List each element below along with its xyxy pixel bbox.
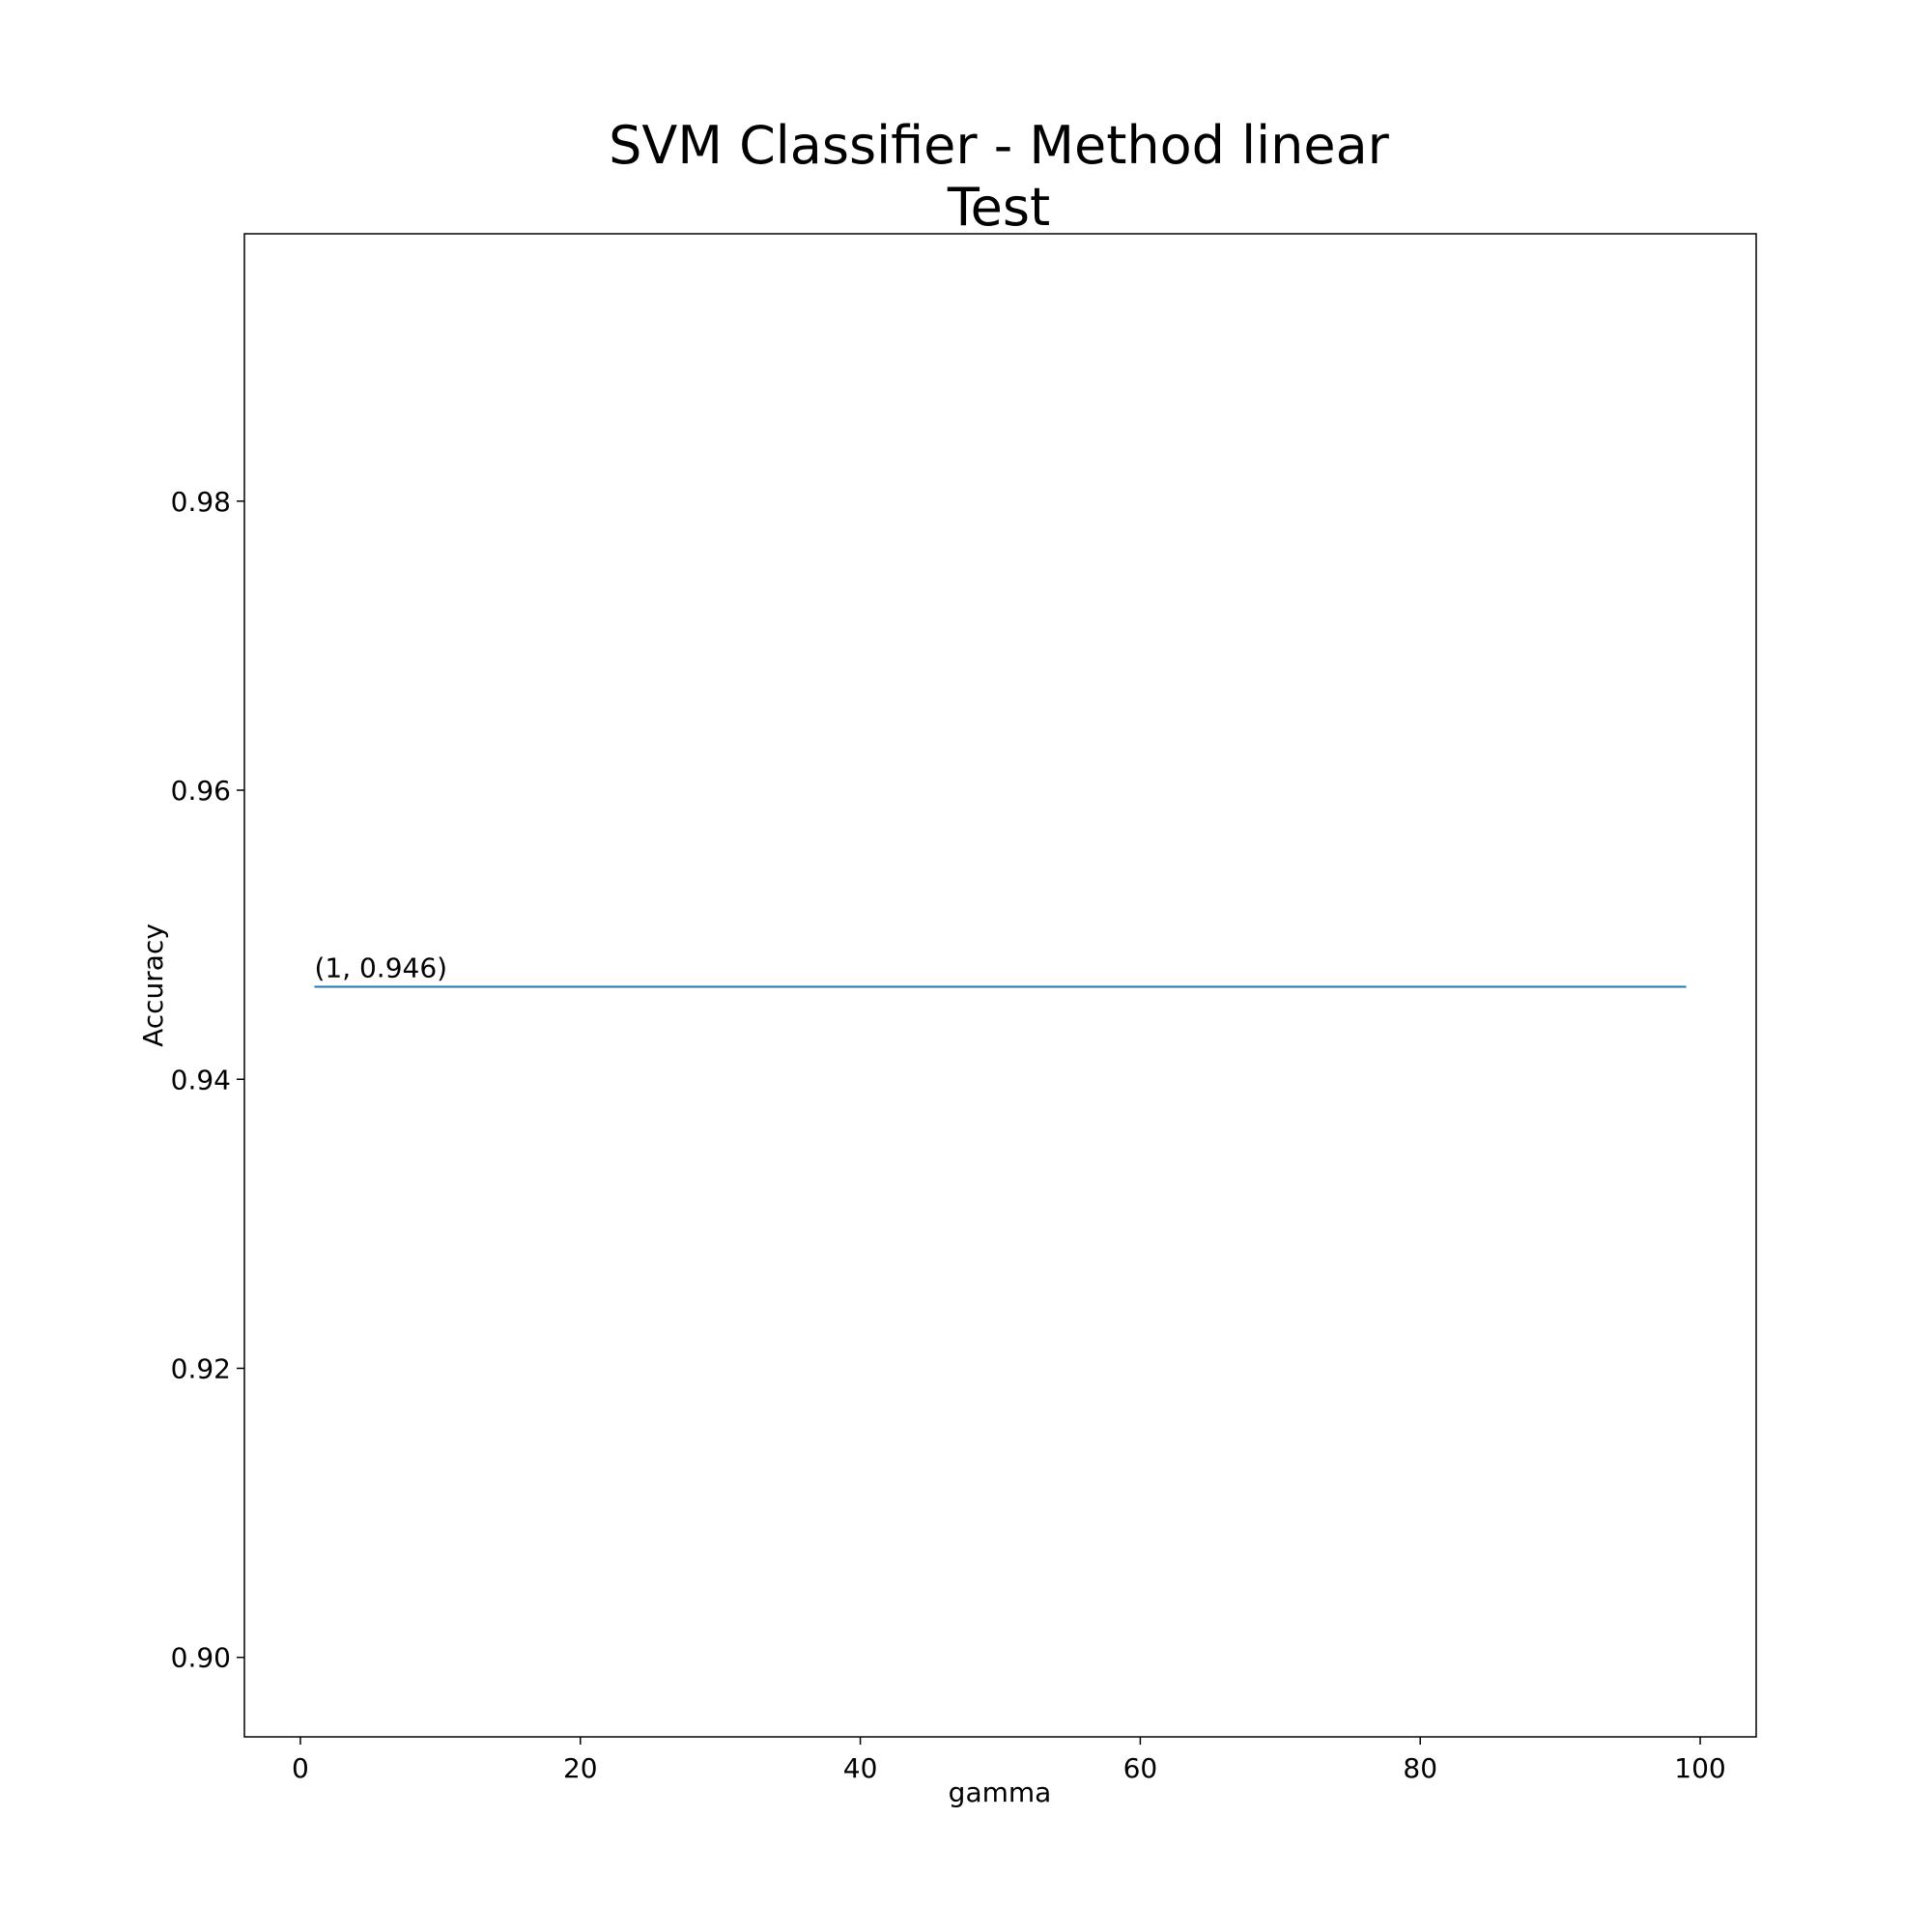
x-axis-ticks: 0 20 40 60 80 100 bbox=[292, 1737, 1726, 1784]
x-tick-label: 80 bbox=[1403, 1752, 1437, 1784]
chart-title-line-1: SVM Classifier - Method linear bbox=[609, 115, 1389, 176]
plot-area bbox=[243, 233, 1757, 1738]
annotations-group: (1, 0.946) bbox=[314, 952, 447, 983]
x-tick-label: 20 bbox=[563, 1752, 598, 1784]
y-axis-label: Accuracy bbox=[137, 923, 169, 1047]
y-tick-label: 0.94 bbox=[171, 1064, 231, 1095]
y-tick-label: 0.98 bbox=[171, 486, 231, 518]
y-axis-ticks: 0.90 0.92 0.94 0.96 0.98 bbox=[171, 486, 244, 1674]
data-point-annotation: (1, 0.946) bbox=[314, 952, 447, 983]
x-tick-label: 40 bbox=[843, 1752, 878, 1784]
x-tick-label: 0 bbox=[292, 1752, 309, 1784]
y-tick-label: 0.90 bbox=[171, 1642, 231, 1674]
x-tick-label: 60 bbox=[1123, 1752, 1158, 1784]
x-tick-label: 100 bbox=[1674, 1752, 1725, 1784]
y-tick-label: 0.96 bbox=[171, 775, 231, 807]
chart-title-line-2: Test bbox=[947, 177, 1051, 238]
y-tick-label: 0.92 bbox=[171, 1352, 231, 1384]
x-axis-label: gamma bbox=[949, 1776, 1052, 1808]
